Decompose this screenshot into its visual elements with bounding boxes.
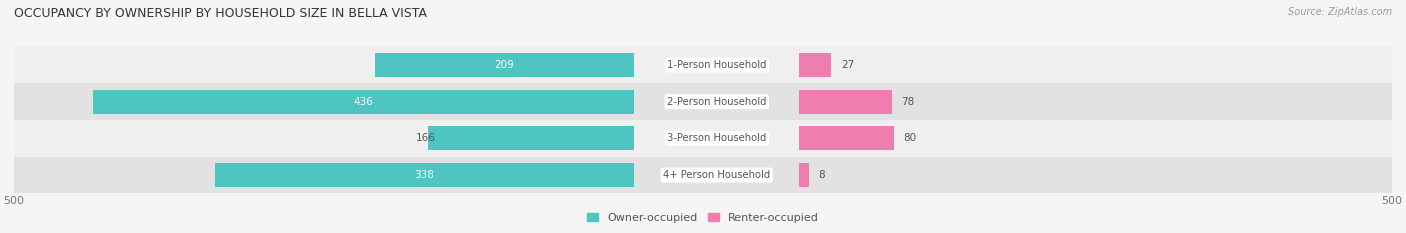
Text: 166: 166 — [416, 133, 436, 143]
Bar — [800, 163, 808, 187]
Bar — [634, 47, 800, 83]
Bar — [800, 47, 1392, 83]
Bar — [634, 157, 800, 193]
Text: 2-Person Household: 2-Person Household — [666, 97, 766, 107]
Text: 209: 209 — [495, 60, 515, 70]
Text: 78: 78 — [901, 97, 915, 107]
Text: 338: 338 — [415, 170, 434, 180]
Bar — [634, 83, 800, 120]
Text: 27: 27 — [841, 60, 855, 70]
Bar — [800, 90, 891, 113]
Bar — [14, 47, 634, 83]
Bar — [634, 120, 800, 157]
Bar — [215, 163, 634, 187]
Text: 4+ Person Household: 4+ Person Household — [664, 170, 770, 180]
Bar — [429, 127, 634, 150]
Text: 80: 80 — [904, 133, 917, 143]
Bar — [375, 53, 634, 77]
Bar — [93, 90, 634, 113]
Text: 436: 436 — [354, 97, 374, 107]
Text: 8: 8 — [818, 170, 825, 180]
Text: 3-Person Household: 3-Person Household — [666, 133, 766, 143]
Text: Source: ZipAtlas.com: Source: ZipAtlas.com — [1288, 7, 1392, 17]
Bar — [14, 120, 634, 157]
Legend: Owner-occupied, Renter-occupied: Owner-occupied, Renter-occupied — [582, 209, 824, 227]
Bar — [14, 157, 634, 193]
Bar — [14, 83, 634, 120]
Bar — [800, 157, 1392, 193]
Bar — [800, 127, 894, 150]
Bar — [800, 53, 831, 77]
Bar — [800, 83, 1392, 120]
Bar — [800, 120, 1392, 157]
Text: 1-Person Household: 1-Person Household — [666, 60, 766, 70]
Text: OCCUPANCY BY OWNERSHIP BY HOUSEHOLD SIZE IN BELLA VISTA: OCCUPANCY BY OWNERSHIP BY HOUSEHOLD SIZE… — [14, 7, 427, 20]
